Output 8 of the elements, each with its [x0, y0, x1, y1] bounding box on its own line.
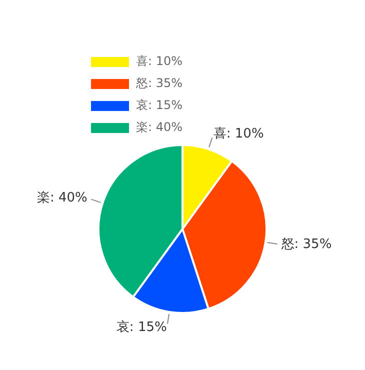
- slice-label: 楽: 40%: [36, 190, 88, 206]
- legend-label: 哀: 15%: [136, 98, 183, 112]
- slice-label: 哀: 15%: [116, 320, 167, 336]
- legend-label: 楽: 40%: [136, 120, 183, 134]
- slice-label: 喜: 10%: [213, 126, 264, 142]
- legend-label: 怒: 35%: [135, 76, 183, 90]
- legend-label: 喜: 10%: [136, 54, 183, 68]
- slice-label: 怒: 35%: [280, 237, 332, 252]
